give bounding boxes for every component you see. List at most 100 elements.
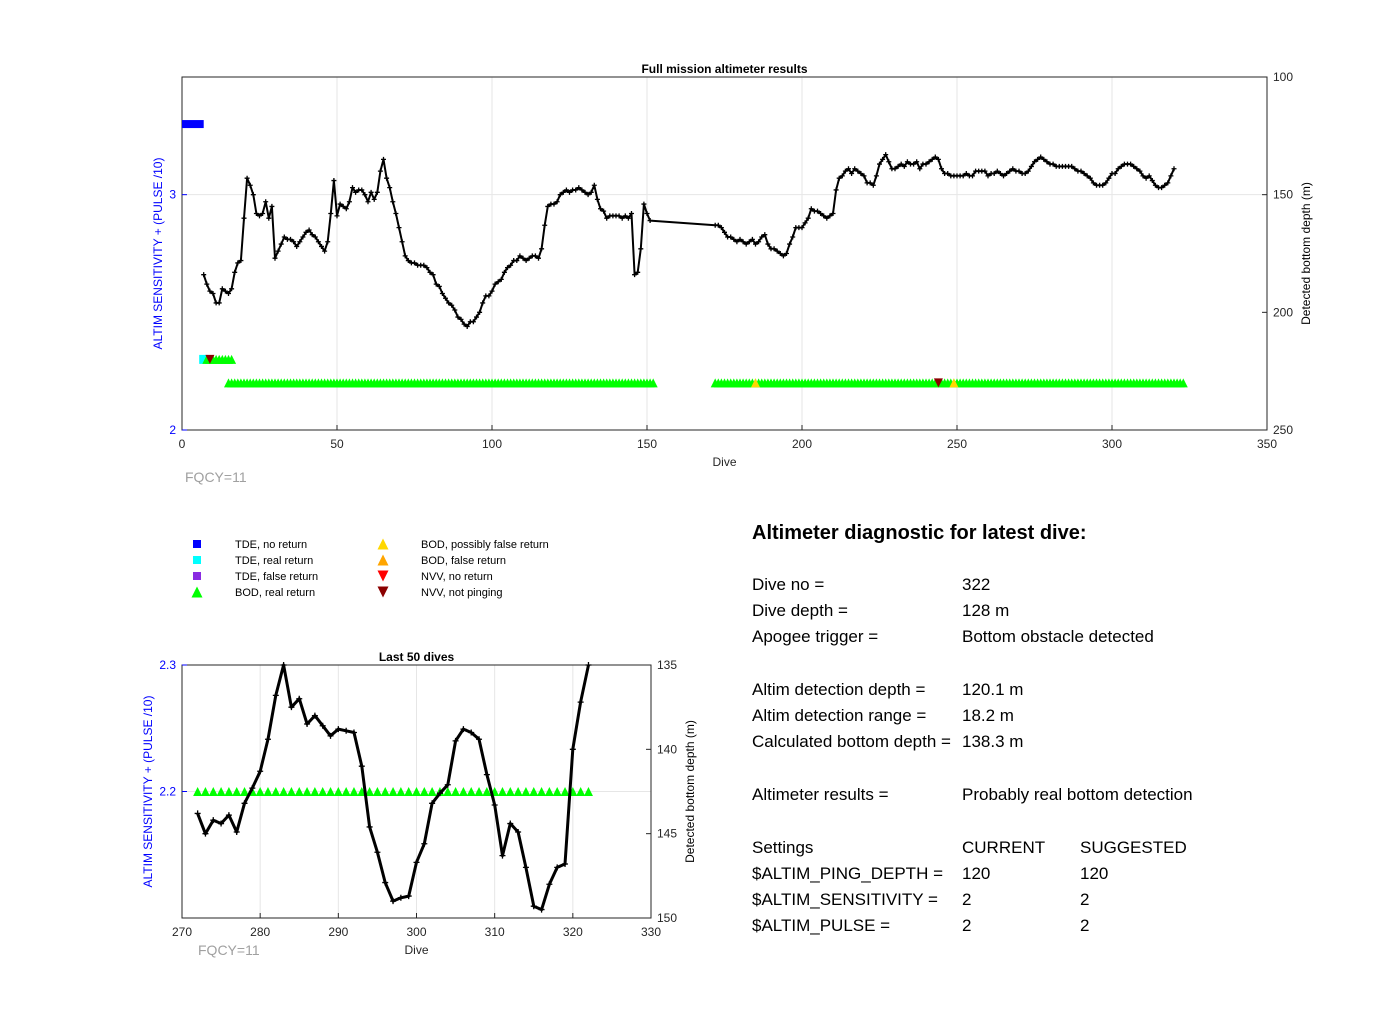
depth-point [991,170,997,176]
depth-point [495,279,501,285]
depth-point [771,246,777,252]
depth-point [787,241,793,247]
depth-point [576,185,582,191]
depth-point [842,168,848,174]
depth-point [343,206,349,212]
sensitivity-marker [933,378,943,388]
chart-title: Full mission altimeter results [641,62,807,76]
depth-point [836,175,842,181]
depth-point [1103,180,1109,186]
settings-suggested: 2 [1080,890,1090,909]
depth-point [737,236,743,242]
sensitivity-marker [227,354,237,364]
sensitivity-marker [949,378,959,388]
sensitivity-marker [552,787,562,796]
diagnostic-title: Altimeter diagnostic for latest dive: [752,522,1087,544]
legend-label: BOD, false return [421,555,506,567]
depth-point [777,251,783,256]
depth-point [477,309,483,315]
diagnostic-label: Dive no = [752,575,825,594]
sensitivity-marker [427,787,437,796]
depth-point [368,189,374,195]
depth-point [194,810,201,817]
depth-point [225,812,232,819]
depth-point [883,152,889,158]
depth-point [622,213,628,219]
depth-point [790,234,796,240]
depth-point [815,208,820,214]
diagnostic-label: Altim detection range = [752,706,927,725]
depth-point [382,879,389,886]
x-tick-label: 0 [179,437,186,451]
depth-point [1025,168,1031,174]
x-tick-label: 320 [563,925,583,939]
depth-point [402,253,408,259]
depth-point [594,196,600,202]
depth-point [904,159,910,165]
depth-point [303,229,309,235]
depth-point [350,729,357,736]
legend-label: TDE, real return [235,555,313,567]
depth-point [722,229,727,235]
sensitivity-marker [199,354,209,364]
depth-point [309,232,315,238]
settings-label: $ALTIM_PING_DEPTH = [752,864,943,883]
x-tick-label: 310 [485,925,505,939]
y-left-tick-label: 2 [169,423,176,437]
depth-point [1090,180,1096,186]
depth-point [855,168,861,174]
depth-series-line [202,153,1175,328]
depth-point [1118,163,1124,169]
depth-point [746,239,752,245]
depth-point [985,173,991,179]
depth-point [405,893,412,900]
depth-point [249,785,256,792]
depth-point [562,861,569,868]
depth-point [1022,170,1028,176]
sensitivity-marker [648,378,658,388]
depth-point [260,210,266,216]
depth-point [300,234,306,240]
depth-point [1038,154,1044,160]
depth-point [325,239,331,245]
y-right-tick-label: 145 [657,827,677,841]
depth-point [340,203,346,209]
depth-point [241,800,248,807]
legend-marker [193,572,201,580]
depth-point [1004,170,1010,176]
depth-point [359,187,365,193]
y-right-tick-label: 100 [1273,70,1293,84]
sensitivity-marker [286,787,296,796]
y-left-tick-label: 2.2 [159,785,176,799]
y-right-tick-label: 150 [1273,188,1293,202]
depth-point [861,173,867,179]
depth-point [515,828,522,835]
sensitivity-marker [271,787,281,796]
sensitivity-marker [193,787,203,796]
settings-label: $ALTIM_PULSE = [752,916,891,935]
depth-point [244,175,250,181]
depth-point [315,239,321,245]
tde-no-return-marker [182,120,204,129]
depth-point [452,737,459,744]
diagnostic-value: 322 [962,575,991,594]
depth-point [257,768,264,775]
depth-point [264,736,271,743]
diagnostic-label: Apogee trigger = [752,627,879,646]
sensitivity-marker [372,787,382,796]
depth-point [830,210,836,216]
depth-point [508,262,514,268]
sensitivity-marker [279,787,289,796]
depth-point [963,170,969,176]
settings-header-current: CURRENT [962,838,1046,857]
y-right-tick-label: 140 [657,742,677,756]
sensitivity-marker [404,787,414,796]
sensitivity-marker [396,787,406,796]
depth-point [433,281,439,287]
sensitivity-markers [193,787,593,796]
depth-series-points [201,152,1177,329]
depth-point [233,828,240,835]
depth-point [749,236,755,242]
depth-point [849,170,855,176]
depth-point [381,156,386,162]
